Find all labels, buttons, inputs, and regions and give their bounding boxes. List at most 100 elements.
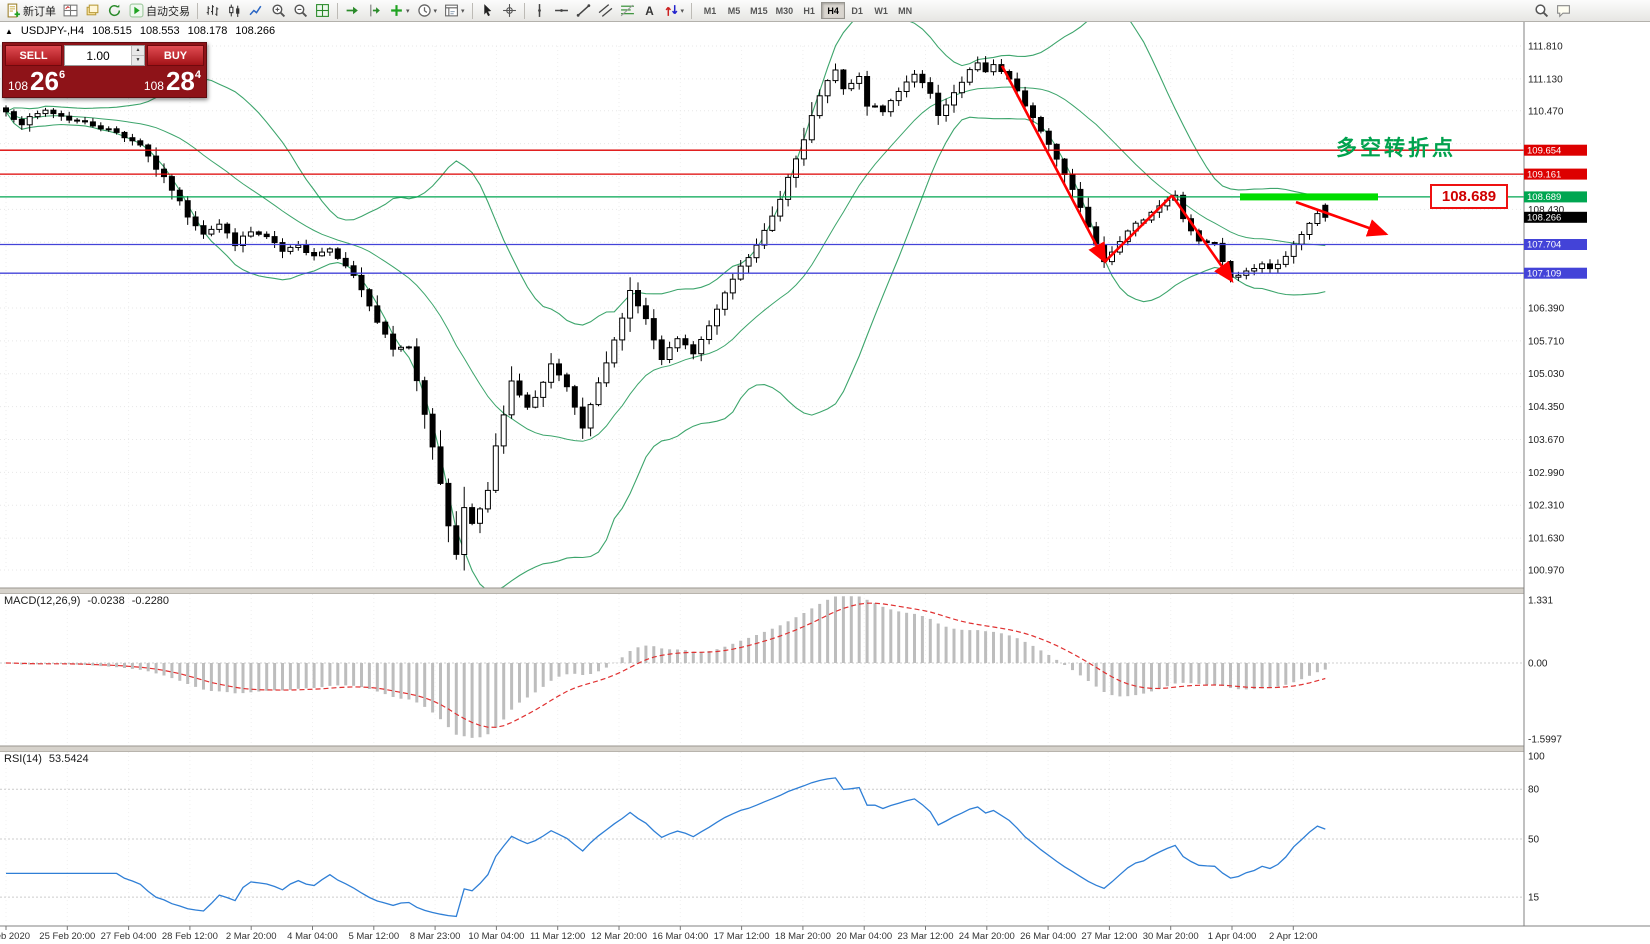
bar-chart-button[interactable] (202, 1, 223, 21)
dropdown-caret-icon: ▾ (461, 7, 465, 15)
svg-text:20 Mar 04:00: 20 Mar 04:00 (836, 931, 892, 942)
fibonacci-button[interactable] (617, 1, 638, 21)
doc-plus-icon (7, 3, 20, 18)
ohlc-high: 108.553 (139, 25, 180, 37)
cursor-button[interactable] (477, 1, 498, 21)
crosshair-icon (502, 4, 516, 17)
time-axis[interactable] (0, 926, 1650, 944)
rsi-indicator-label: RSI(14) 53.5424 (4, 753, 89, 765)
svg-text:4 Feb 2020: 4 Feb 2020 (0, 931, 30, 942)
hline-icon (554, 9, 568, 12)
svg-text:5 Mar 12:00: 5 Mar 12:00 (348, 931, 399, 942)
horizontal-line-button[interactable] (551, 1, 572, 21)
chat-button[interactable] (1553, 1, 1574, 21)
svg-text:8 Mar 23:00: 8 Mar 23:00 (410, 931, 461, 942)
line-icon (249, 5, 262, 16)
svg-text:105.030: 105.030 (1528, 369, 1565, 380)
volume-input[interactable] (65, 46, 131, 65)
panel-divider[interactable] (0, 745, 1650, 753)
timeframe-h4-button[interactable]: H4 (821, 2, 846, 19)
turning-point-annotation[interactable]: 多空转折点 (1336, 136, 1456, 160)
timeframe-m5-button[interactable]: M5 (722, 2, 746, 19)
svg-text:27 Mar 12:00: 27 Mar 12:00 (1081, 931, 1137, 942)
zoom-in-button[interactable] (268, 1, 289, 21)
vertical-line-button[interactable] (529, 1, 550, 21)
sell-price-pips: 26 (30, 66, 59, 96)
scroll-icon (346, 6, 358, 15)
search-button[interactable] (1531, 1, 1552, 21)
profiles-button[interactable] (82, 1, 103, 21)
sell-button[interactable]: SELL (5, 45, 62, 66)
rsi-line (6, 777, 1326, 918)
search-icon (1535, 4, 1549, 18)
channel-icon (598, 4, 612, 17)
charts-grid-button[interactable] (60, 1, 81, 21)
trend-arrow-down-1[interactable] (1000, 65, 1107, 264)
timeframe-m1-button[interactable]: M1 (698, 2, 722, 19)
svg-text:18 Mar 20:00: 18 Mar 20:00 (775, 931, 831, 942)
timeframe-w1-button[interactable]: W1 (869, 2, 893, 19)
crosshair-button[interactable] (499, 1, 520, 21)
price-axis-tag: 109.161 (1524, 168, 1587, 180)
channel-button[interactable] (595, 1, 616, 21)
indicators-button[interactable]: ▾ (386, 1, 413, 21)
svg-text:108.430: 108.430 (1528, 205, 1565, 216)
timeframe-m15-button[interactable]: M15 (746, 2, 772, 19)
periods-button[interactable]: ▾ (414, 1, 441, 21)
volume-box: ▲ ▼ (64, 45, 145, 66)
zoom-out-icon (294, 4, 308, 18)
trend-arrow-down-2[interactable] (1170, 194, 1234, 284)
toolbar-separator (197, 2, 198, 19)
svg-text:103.670: 103.670 (1528, 435, 1565, 446)
chart-canvas: 111.810 111.130 110.470 108.430 106.390 105.7… (0, 22, 1650, 944)
panel-divider[interactable] (0, 587, 1650, 595)
svg-text:107.109: 107.109 (1527, 268, 1561, 279)
timeframe-d1-button[interactable]: D1 (845, 2, 869, 19)
timeframe-h1-button[interactable]: H1 (797, 2, 821, 19)
line-chart-button[interactable] (246, 1, 267, 21)
macd-name: MACD(12,26,9) (4, 595, 81, 607)
chat-icon (1557, 5, 1570, 18)
svg-text:80: 80 (1528, 785, 1540, 796)
svg-text:2 Mar 20:00: 2 Mar 20:00 (226, 931, 277, 942)
play-icon (129, 3, 144, 18)
macd-main-value: -0.0238 (87, 595, 125, 607)
text-label-button[interactable]: A (639, 1, 660, 21)
autotrading-button[interactable]: 自动交易 (126, 1, 193, 21)
volume-spinner: ▲ ▼ (131, 46, 144, 65)
svg-text:A: A (645, 5, 654, 18)
one-click-toggle-arrow[interactable]: ▲ (5, 26, 13, 36)
pivot-highlight-bar[interactable] (1240, 193, 1378, 201)
tile-windows-button[interactable] (312, 1, 333, 21)
volume-decrease-button[interactable]: ▼ (132, 55, 144, 65)
candlestick-chart-button[interactable] (224, 1, 245, 21)
zoom-out-button[interactable] (290, 1, 311, 21)
main-chart-panel[interactable] (0, 22, 1524, 588)
templates-button[interactable]: ▾ (441, 1, 468, 21)
timeframe-m30-button[interactable]: M30 (772, 2, 798, 19)
timeframe-toolbar: M1 M5 M15 M30 H1 H4 D1 W1 MN (698, 2, 917, 19)
shift-icon (370, 4, 380, 17)
svg-text:105.710: 105.710 (1528, 336, 1565, 347)
arrows-button[interactable]: ▾ (661, 1, 688, 21)
forecast-arrow[interactable] (1295, 200, 1389, 237)
trend-arrow-up[interactable] (1104, 194, 1173, 263)
timeframe-mn-button[interactable]: MN (893, 2, 917, 19)
svg-text:109.654: 109.654 (1527, 145, 1561, 156)
svg-text:23 Mar 12:00: 23 Mar 12:00 (898, 931, 954, 942)
chart-shift-button[interactable] (364, 1, 385, 21)
svg-text:-1.5997: -1.5997 (1528, 735, 1562, 746)
volume-increase-button[interactable]: ▲ (132, 46, 144, 55)
refresh-button[interactable] (104, 1, 125, 21)
trendline-button[interactable] (573, 1, 594, 21)
ohlc-open: 108.515 (92, 25, 132, 37)
buy-button[interactable]: BUY (147, 45, 204, 66)
buy-price-pips: 28 (165, 66, 195, 96)
dropdown-caret-icon: ▾ (406, 7, 410, 15)
auto-scroll-button[interactable] (342, 1, 363, 21)
svg-text:50: 50 (1528, 835, 1540, 846)
symbol-timeframe: USDJPY-,H4 (20, 25, 85, 37)
new-order-button[interactable]: 新订单 (3, 1, 59, 21)
pivot-price-label[interactable]: 108.689 (1430, 184, 1508, 209)
